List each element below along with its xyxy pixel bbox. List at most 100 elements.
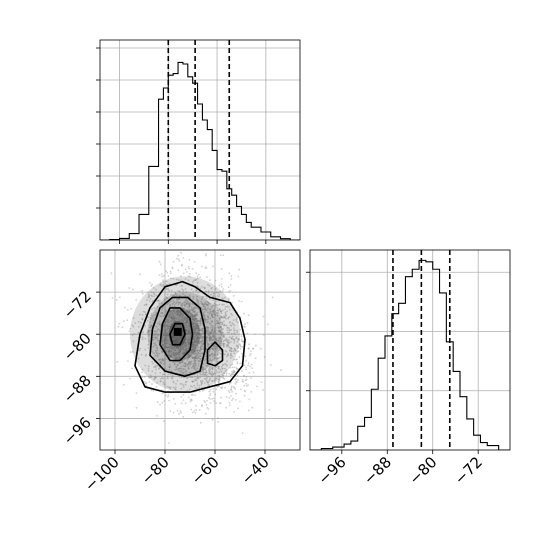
- sample-point: [196, 387, 198, 390]
- sample-point: [222, 298, 225, 301]
- sample-point: [182, 399, 185, 401]
- sample-point: [209, 294, 212, 296]
- sample-point: [196, 337, 199, 340]
- sample-point: [236, 351, 239, 353]
- sample-point: [196, 277, 199, 280]
- sample-point: [213, 302, 216, 305]
- sample-point: [179, 361, 182, 364]
- sample-point: [245, 368, 248, 371]
- sample-point: [230, 387, 233, 389]
- sample-point: [149, 324, 152, 327]
- sample-point: [208, 298, 211, 300]
- sample-point: [182, 348, 185, 351]
- sample-point: [196, 313, 198, 316]
- sample-point: [198, 390, 201, 393]
- sample-point: [159, 329, 161, 332]
- sample-point: [211, 325, 214, 327]
- sample-point: [228, 402, 231, 404]
- sample-point: [208, 372, 211, 375]
- sample-point: [141, 375, 144, 378]
- sample-point: [227, 306, 230, 308]
- sample-point: [200, 348, 203, 350]
- sample-point: [214, 337, 217, 340]
- sample-point: [171, 317, 174, 319]
- sample-point: [181, 288, 183, 291]
- sample-point: [204, 374, 207, 376]
- sample-point: [271, 296, 274, 299]
- sample-point: [228, 297, 230, 300]
- sample-point: [211, 286, 213, 289]
- sample-point: [241, 378, 244, 381]
- sample-point: [234, 349, 237, 352]
- sample-point: [249, 352, 252, 355]
- sample-point: [208, 367, 211, 370]
- sample-point: [189, 272, 191, 275]
- sample-point: [218, 375, 221, 378]
- sample-point: [204, 301, 207, 303]
- sample-point: [178, 362, 181, 365]
- sample-point: [210, 314, 213, 317]
- sample-point: [193, 367, 195, 370]
- sample-point: [196, 275, 199, 278]
- sample-point: [180, 251, 183, 254]
- sample-point: [268, 409, 271, 411]
- sample-point: [154, 372, 157, 375]
- sample-point: [211, 313, 214, 316]
- sample-point: [155, 288, 157, 291]
- sample-point: [232, 295, 235, 297]
- sample-point: [212, 330, 215, 333]
- sample-point: [172, 346, 175, 349]
- sample-point: [166, 272, 169, 274]
- sample-point: [184, 402, 187, 404]
- sample-point: [177, 353, 180, 356]
- sample-point: [192, 380, 194, 383]
- sample-point: [200, 307, 203, 309]
- sample-point: [199, 320, 202, 322]
- sample-point: [176, 309, 179, 311]
- sample-point: [220, 316, 223, 319]
- sample-point: [162, 324, 165, 327]
- sample-point: [203, 382, 206, 384]
- sample-point: [202, 332, 204, 335]
- sample-point: [174, 354, 176, 357]
- sample-point: [211, 370, 213, 373]
- sample-point: [205, 267, 207, 270]
- sample-point: [202, 303, 205, 306]
- sample-point: [178, 412, 181, 415]
- sample-point: [207, 326, 210, 329]
- sample-point: [156, 355, 159, 358]
- sample-point: [245, 366, 248, 369]
- sample-point: [185, 338, 188, 340]
- sample-point: [192, 346, 195, 349]
- sample-point: [186, 310, 189, 313]
- sample-point: [201, 338, 204, 340]
- sample-point: [223, 323, 226, 326]
- sample-point: [216, 378, 218, 380]
- sample-point: [210, 329, 213, 331]
- sample-point: [173, 301, 176, 304]
- sample-point: [176, 310, 179, 313]
- sample-point: [200, 352, 203, 355]
- sample-point: [183, 362, 186, 365]
- sample-point: [219, 254, 222, 257]
- sample-point: [162, 377, 165, 380]
- sample-point: [192, 318, 195, 321]
- sample-point: [138, 349, 141, 352]
- sample-point: [228, 291, 230, 294]
- sample-point: [178, 367, 180, 370]
- sample-point: [219, 342, 221, 345]
- sample-point: [225, 345, 228, 348]
- sample-point: [233, 338, 236, 341]
- sample-point: [195, 354, 198, 357]
- sample-point: [204, 373, 206, 376]
- sample-point: [221, 364, 224, 366]
- sample-point: [220, 375, 223, 378]
- sample-point: [196, 332, 199, 334]
- sample-point: [198, 341, 201, 344]
- sample-point: [193, 279, 196, 282]
- sample-point: [209, 372, 212, 375]
- sample-point: [218, 284, 221, 287]
- sample-point: [163, 400, 166, 402]
- sample-point: [162, 325, 165, 328]
- sample-point: [200, 341, 203, 344]
